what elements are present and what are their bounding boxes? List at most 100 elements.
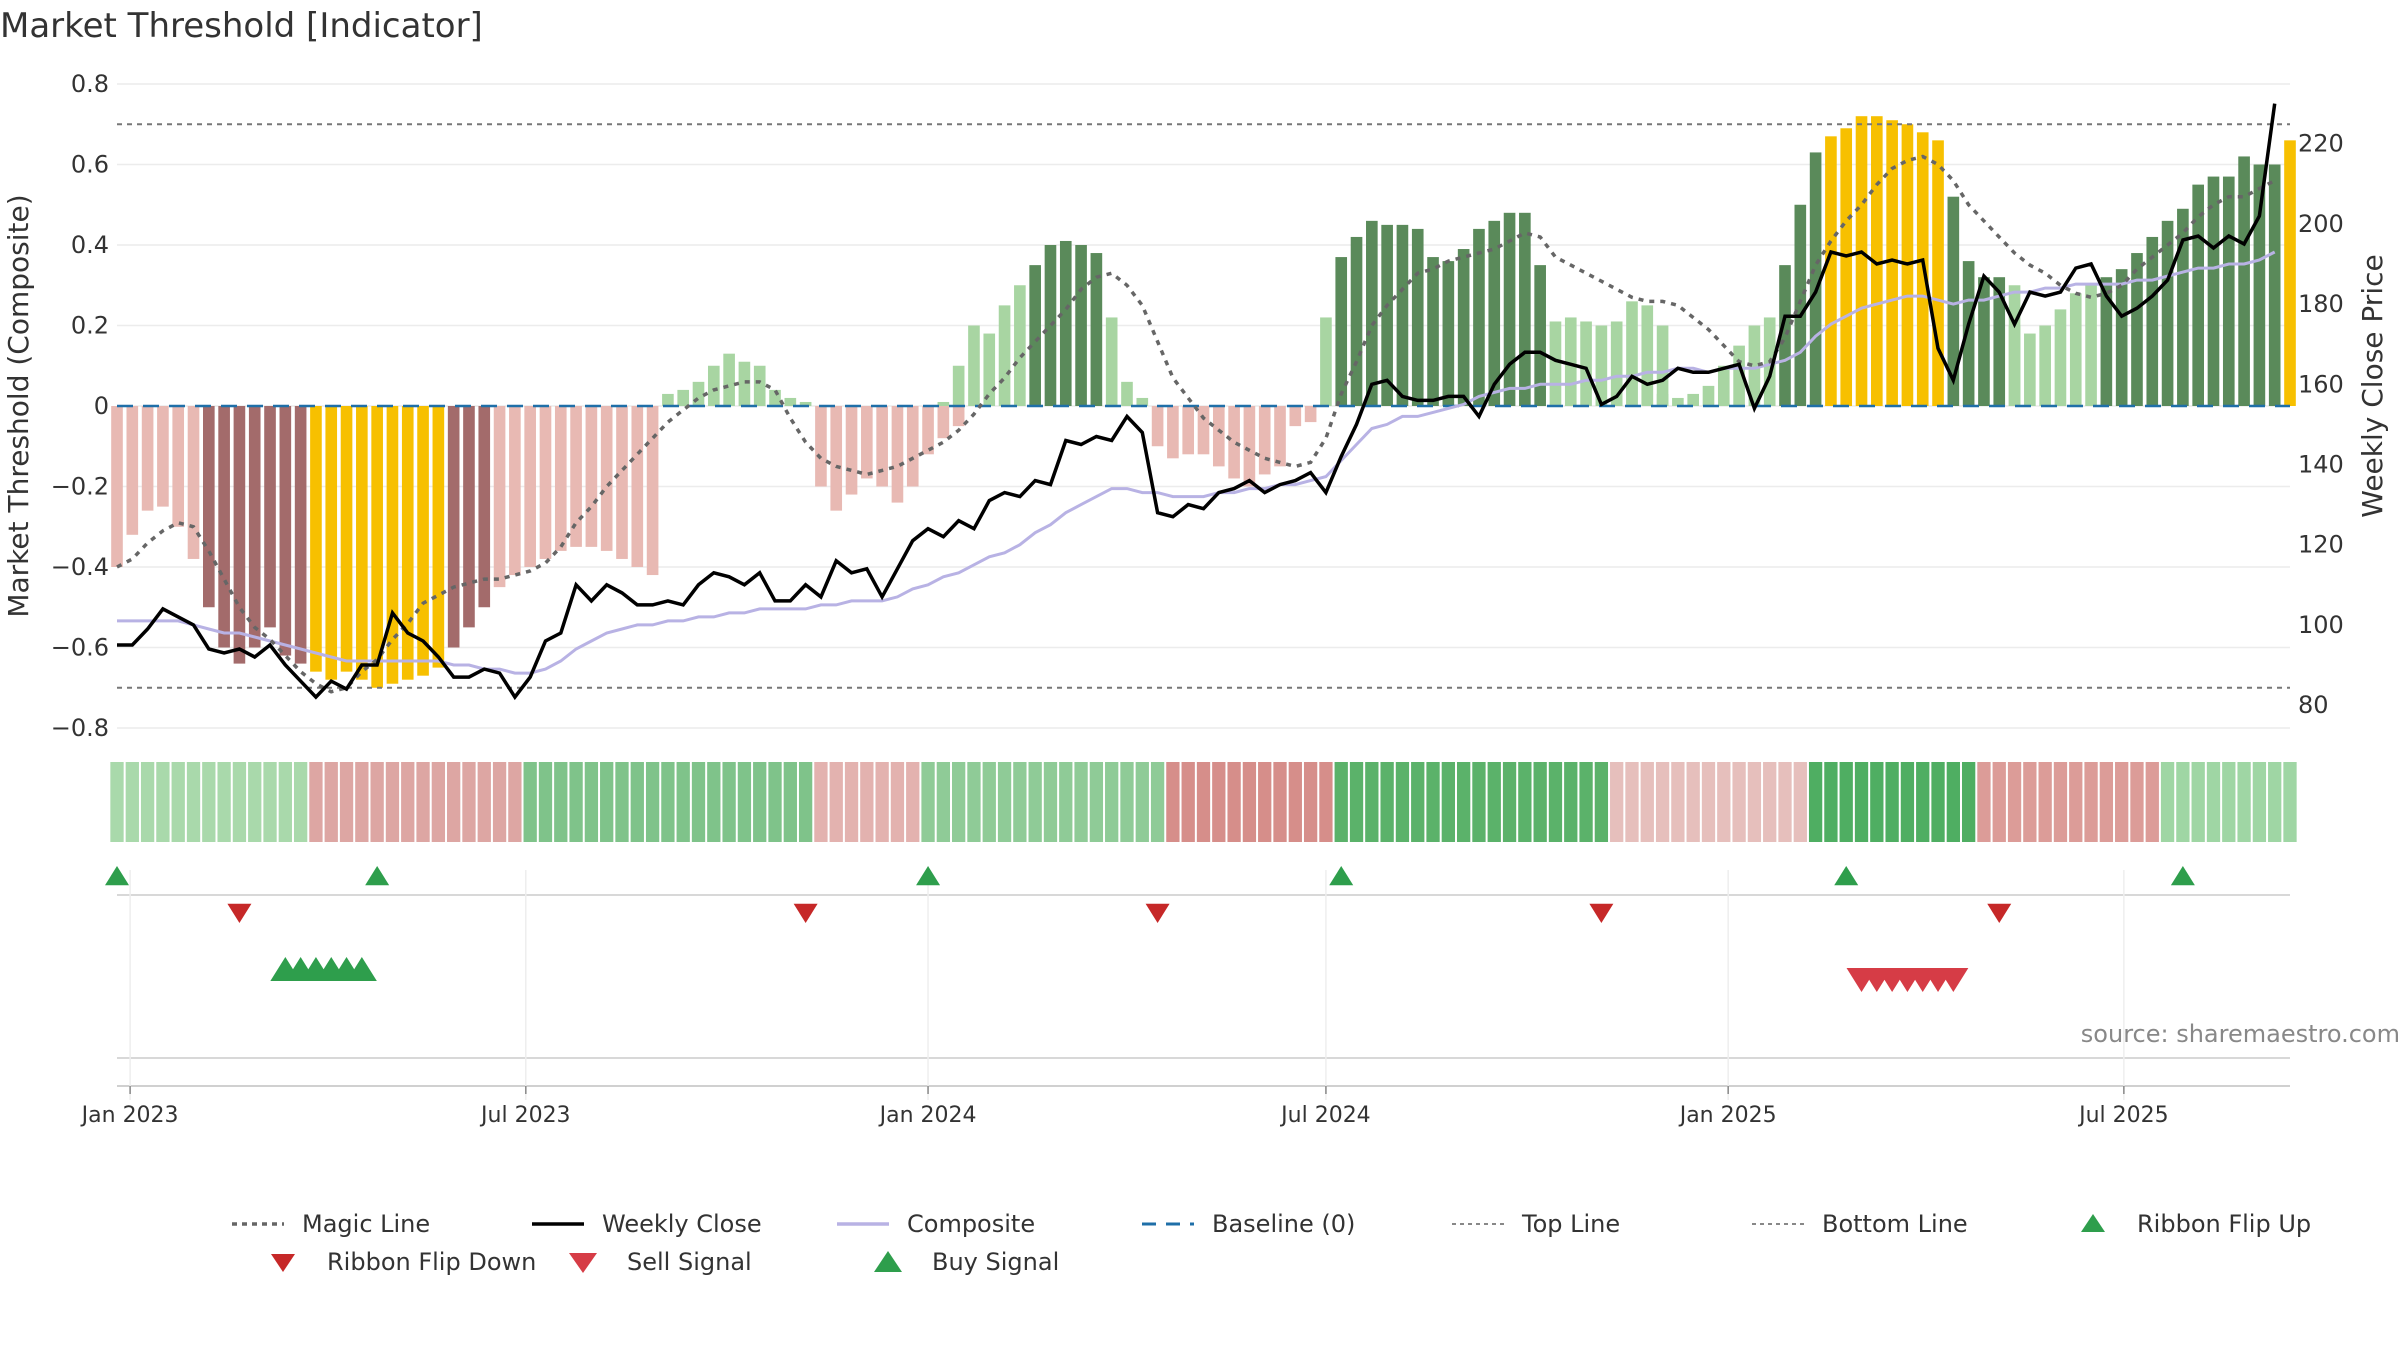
composite-bar (707, 365, 720, 406)
composite-bar (2039, 325, 2051, 406)
ribbon-cell (844, 762, 859, 842)
x-tick-label: Jan 2023 (80, 1103, 179, 1128)
composite-bar (1136, 397, 1149, 406)
composite-bar (1182, 406, 1195, 455)
composite-bar (616, 406, 628, 559)
composite-bar (1274, 406, 1286, 467)
composite-bar (1534, 265, 1546, 406)
y2-tick-label: 220 (2298, 130, 2344, 158)
ribbon-cell (1166, 762, 1180, 842)
ribbon-cell (1655, 762, 1670, 842)
ribbon-cell (997, 762, 1012, 842)
legend-swatch-magic (232, 1222, 284, 1226)
ribbon-cell (661, 762, 675, 842)
composite-bar (1503, 212, 1516, 406)
composite-bar (799, 401, 812, 406)
legend-swatch-bottom (1752, 1223, 1804, 1225)
ribbon-cell (1747, 762, 1762, 842)
composite-bar (2192, 184, 2204, 406)
composite-bar (937, 401, 950, 406)
composite-bar (141, 406, 154, 511)
ribbon-cell (1135, 762, 1149, 842)
composite-bar (1626, 373, 1638, 406)
chart-title: Market Threshold [Indicator] (0, 6, 483, 46)
composite-bar (417, 406, 429, 676)
composite-bar (2207, 176, 2220, 406)
ribbon-cell (324, 762, 338, 842)
ribbon-flip-up-marker (365, 866, 390, 886)
composite-bar (646, 406, 659, 576)
ribbon-cell (1518, 762, 1532, 842)
ribbon-cell (1059, 762, 1073, 842)
y2-axis-title: Weekly Close Price (2356, 254, 2389, 517)
ribbon-cell (523, 762, 537, 842)
composite-bar (1121, 381, 1133, 406)
composite-bar (753, 365, 766, 406)
y-tick-label: −0.6 (51, 634, 109, 662)
composite-bar (1825, 136, 1837, 406)
legend-label: Buy Signal (932, 1248, 1060, 1276)
ribbon-cell (645, 762, 660, 842)
ribbon-cell (1273, 762, 1287, 842)
ribbon-cell (1487, 762, 1501, 842)
ribbon-cell (2222, 762, 2236, 842)
ribbon-cell (691, 762, 706, 842)
ribbon-cell (355, 762, 369, 842)
ribbon-cell (630, 762, 644, 842)
composite-bar (692, 381, 705, 406)
ribbon-cell (584, 762, 599, 842)
composite-bar (815, 406, 827, 487)
ribbon-cell (1564, 762, 1578, 842)
composite-bar (662, 393, 674, 406)
ribbon-cell (263, 762, 277, 842)
legend-item-close: Weekly Close (530, 1210, 762, 1238)
legend-label: Magic Line (302, 1210, 431, 1238)
ribbon-cell (278, 762, 292, 842)
composite-bar (968, 325, 980, 406)
composite-bar (1886, 120, 1898, 406)
ribbon-cell (829, 762, 843, 842)
ribbon-cell (906, 762, 920, 842)
composite-bar (1442, 261, 1455, 406)
ribbon-cell (1411, 762, 1425, 842)
composite-bar (1350, 236, 1363, 406)
y-tick-label: −0.4 (51, 553, 109, 581)
ribbon-cell (722, 762, 736, 842)
legend-swatch-sell (569, 1253, 597, 1273)
composite-bar (952, 365, 965, 406)
ribbon-cell (1395, 762, 1410, 842)
ribbon-cell (1594, 762, 1609, 842)
ribbon-cell (2176, 762, 2190, 842)
legend-item-buy: Buy Signal (860, 1248, 1059, 1276)
ribbon-cell (1212, 762, 1226, 842)
ribbon-cell (462, 762, 476, 842)
ribbon-cell (156, 762, 170, 842)
composite-bar (1641, 385, 1654, 406)
ribbon-cell (477, 762, 491, 842)
composite-bar (1457, 249, 1470, 406)
ribbon-cell (1349, 762, 1364, 842)
composite-bar (891, 406, 904, 503)
composite-bar (1978, 277, 1990, 406)
legend-swatch-top (1452, 1223, 1504, 1225)
ribbon-cell (1013, 762, 1027, 842)
composite-bar (1304, 406, 1317, 423)
ribbon-cell (1808, 762, 1823, 842)
ribbon-cell (1916, 762, 1930, 842)
ribbon-cell (293, 762, 308, 842)
composite-bar (172, 406, 185, 527)
grid-lines (117, 83, 2290, 729)
x-tick-label: Jul 2025 (2077, 1103, 2169, 1128)
ribbon-cell (1303, 762, 1318, 842)
ribbon-cell (2191, 762, 2205, 842)
ribbon-cell (1900, 762, 1915, 842)
ribbon-cell (1380, 762, 1394, 842)
composite-bar (1549, 321, 1562, 406)
x-tick-label: Jan 2024 (878, 1103, 977, 1128)
ribbon-flip-up-marker (916, 866, 941, 886)
y-tick-label: 0.6 (71, 151, 109, 179)
ribbon-cell (554, 762, 568, 842)
composite-bar (769, 389, 781, 406)
legend-item-top: Top Line (1450, 1210, 1620, 1238)
ribbon-cell (401, 762, 415, 842)
